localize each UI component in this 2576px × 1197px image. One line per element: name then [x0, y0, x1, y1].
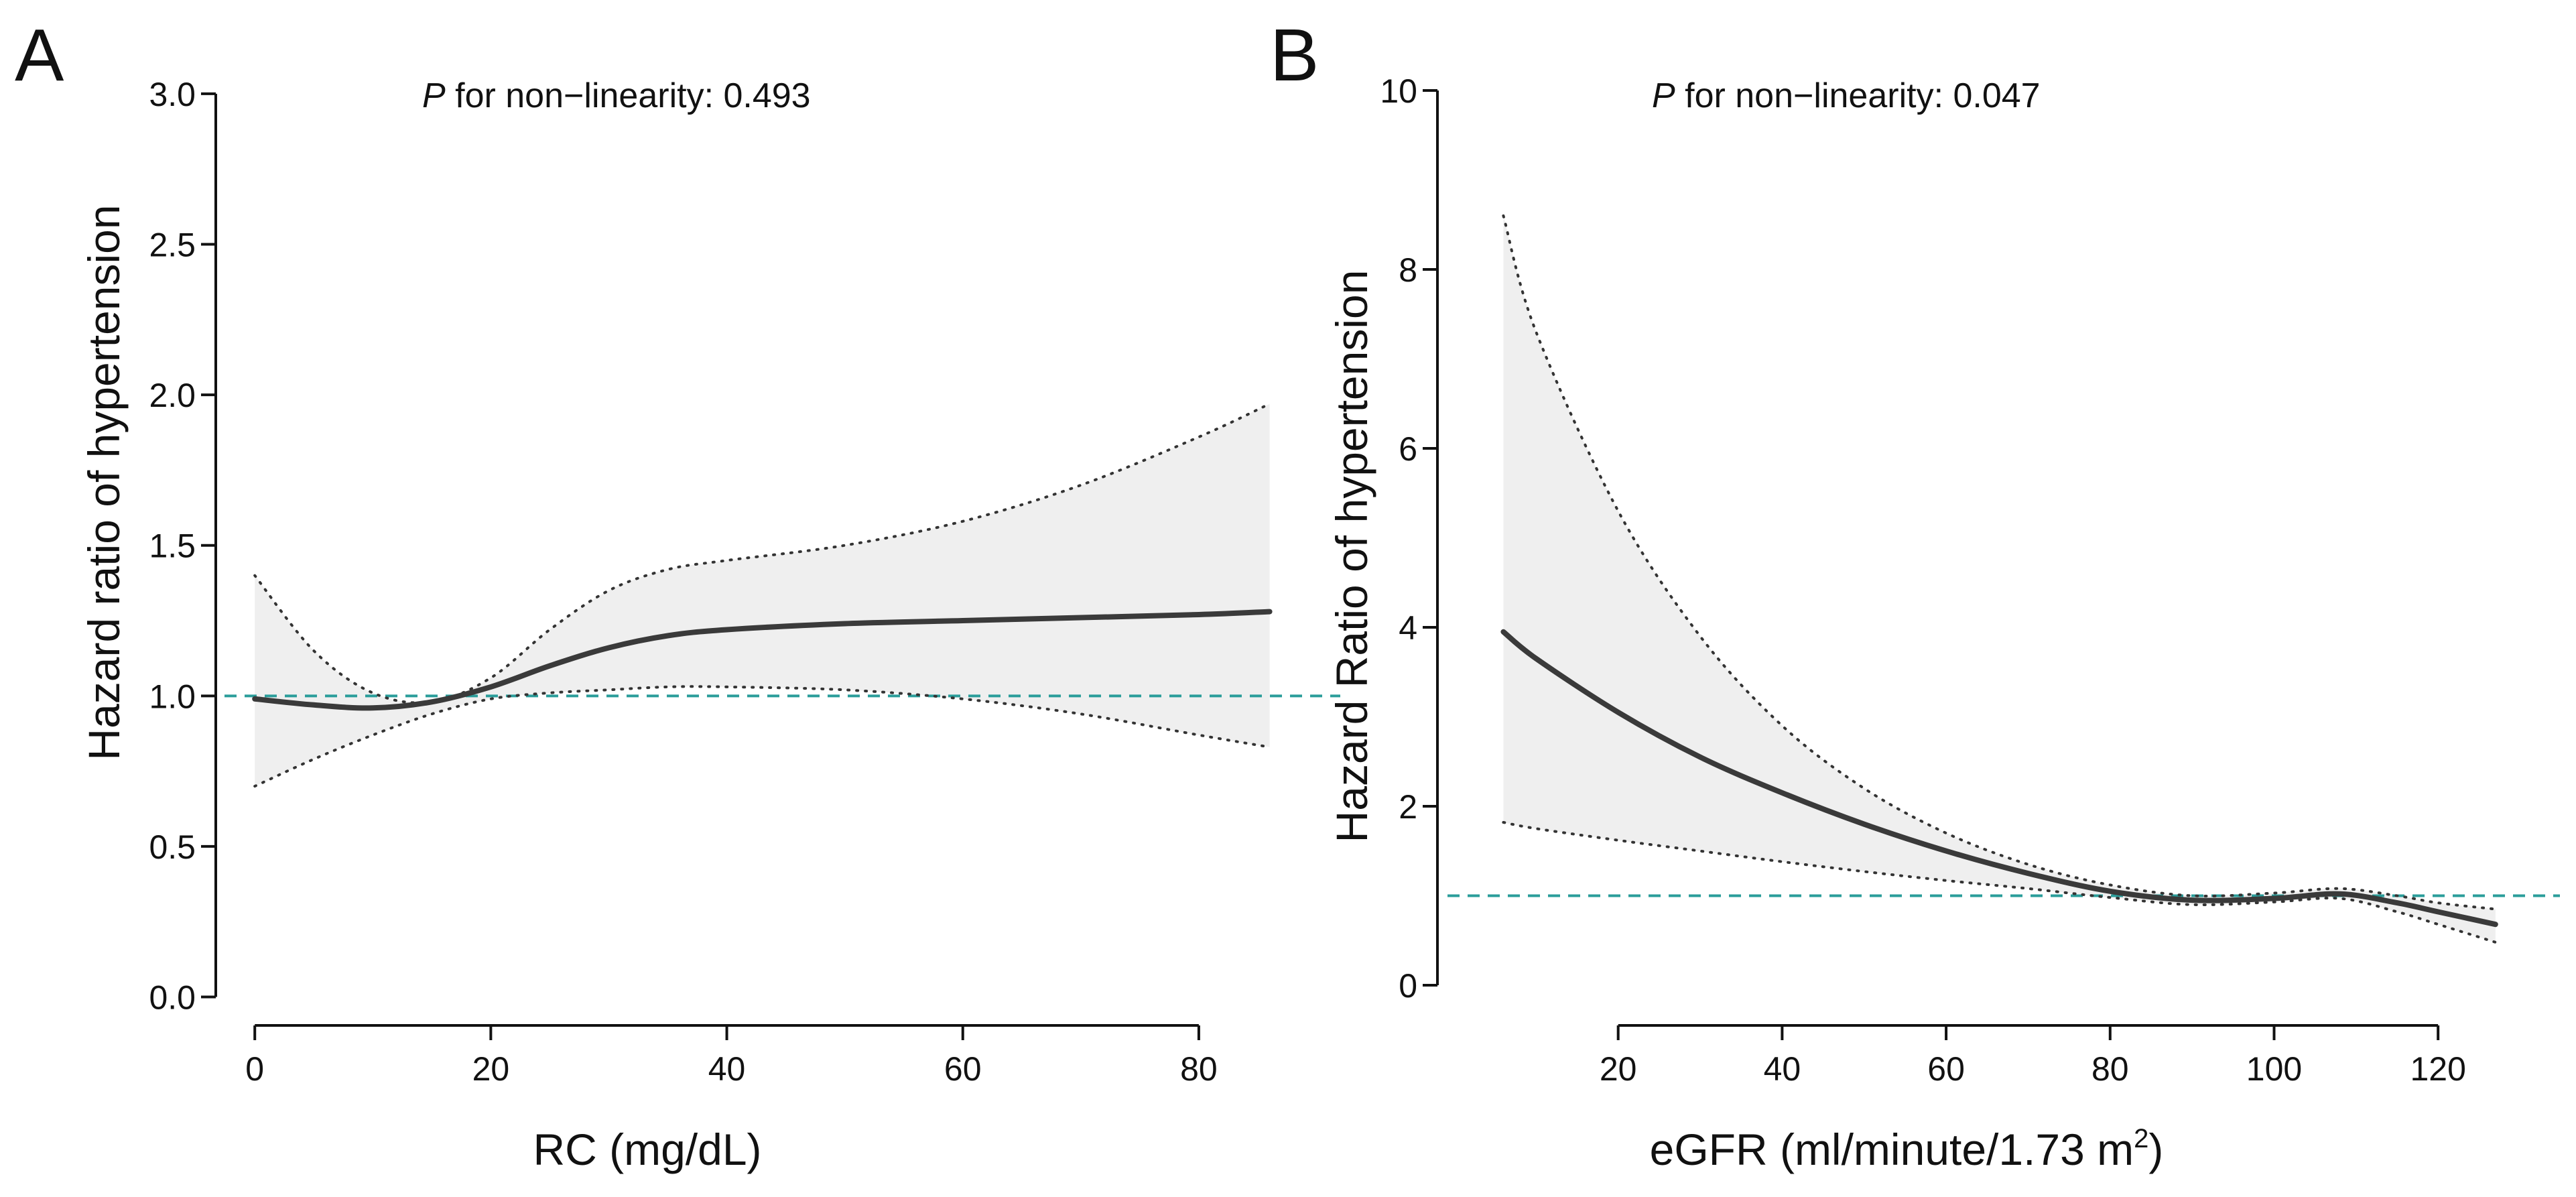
- x-tick-label-b: 100: [2246, 1050, 2302, 1088]
- panel-a: A 0 20 40 60 80 0.0 0.5 1.0 1.5 2.0 2.5 3.0 P for …: [15, 14, 1340, 1174]
- x-tick-label-a: 40: [708, 1050, 746, 1088]
- y-tick-label-b: 2: [1399, 788, 1417, 826]
- ci-upper-path-a: [253, 402, 1271, 704]
- x-axis-label-main-b: eGFR (ml/minute/1.73 m: [1650, 1125, 2134, 1174]
- annotation-text-b: for non−linearity: 0.047: [1675, 76, 2041, 115]
- x-tick-label-b: 120: [2410, 1050, 2465, 1088]
- x-tick-label-b: 20: [1600, 1050, 1637, 1088]
- x-tick-label-a: 80: [1180, 1050, 1218, 1088]
- hazard-ratio-curve-b: [1500, 629, 2498, 928]
- x-axis-label-suffix-b: ): [2148, 1125, 2163, 1174]
- ci-lower-path-b: [1502, 821, 2497, 944]
- panel-letter-a: A: [15, 14, 64, 97]
- y-tick-label-a: 0.5: [149, 828, 196, 866]
- y-tick-label-a: 3.0: [149, 76, 196, 113]
- ci-lower-line-b: [1502, 821, 2497, 944]
- y-tick-label-b: 6: [1399, 430, 1417, 468]
- y-tick-label-a: 1.5: [149, 527, 196, 565]
- x-axis-label-b: eGFR (ml/minute/1.73 m2): [1650, 1124, 2164, 1174]
- y-axis-label-a: Hazard ratio of hypertension: [79, 204, 129, 760]
- x-tick-label-a: 20: [472, 1050, 510, 1088]
- x-tick-label-a: 0: [245, 1050, 264, 1088]
- ci-upper-line-a: [253, 402, 1271, 704]
- y-tick-label-b: 0: [1399, 967, 1417, 1005]
- ci-band-b: [1503, 215, 2496, 942]
- hazard-ratio-curve-a: [252, 609, 1273, 711]
- ci-band-area-a: [255, 403, 1270, 787]
- axes-b: [1436, 90, 2439, 1027]
- x-ticks-b: 20 40 60 80 100 120: [1600, 1025, 2466, 1088]
- x-tick-label-a: 60: [944, 1050, 982, 1088]
- y-tick-label-a: 1.0: [149, 678, 196, 715]
- y-axis-label-b: Hazard Ratio of hypertension: [1327, 270, 1376, 843]
- ci-upper-path-b: [1502, 214, 2497, 911]
- ci-band-area-b: [1503, 215, 2496, 942]
- y-tick-label-a: 2.0: [149, 377, 196, 414]
- ci-lower-path-a: [253, 685, 1271, 788]
- y-tick-label-b: 10: [1380, 72, 1417, 110]
- x-tick-label-b: 80: [2091, 1050, 2129, 1088]
- x-ticks-a: 0 20 40 60 80: [245, 1025, 1218, 1088]
- annotation-text-a: for non−linearity: 0.493: [446, 76, 811, 115]
- y-tick-label-a: 0.0: [149, 979, 196, 1017]
- annotation-p-symbol-b: P: [1652, 76, 1675, 115]
- annotation-a: P for non−linearity: 0.493: [422, 76, 811, 115]
- hr-path-b: [1500, 629, 2498, 928]
- y-tick-label-b: 4: [1399, 609, 1417, 647]
- ci-lower-line-a: [253, 685, 1271, 788]
- x-tick-label-b: 40: [1764, 1050, 1801, 1088]
- ci-band-a: [255, 403, 1270, 787]
- y-tick-label-a: 2.5: [149, 227, 196, 264]
- hr-path-a: [252, 609, 1273, 711]
- panel-letter-b: B: [1270, 14, 1319, 97]
- ci-upper-line-b: [1502, 214, 2497, 911]
- x-axis-label-a: RC (mg/dL): [533, 1125, 761, 1174]
- x-tick-label-b: 60: [1927, 1050, 1965, 1088]
- x-axis-label-superscript-b: 2: [2134, 1124, 2148, 1153]
- y-ticks-a: 0.0 0.5 1.0 1.5 2.0 2.5 3.0: [149, 76, 216, 1017]
- y-ticks-b: 0 2 4 6 8 10: [1380, 72, 1437, 1005]
- y-tick-label-b: 8: [1399, 251, 1417, 289]
- annotation-p-symbol-a: P: [422, 76, 446, 115]
- annotation-b: P for non−linearity: 0.047: [1652, 76, 2041, 115]
- panel-b: B 20 40 60 80 100 120 0 2 4 6 8 10 P for non−linea…: [1270, 14, 2560, 1174]
